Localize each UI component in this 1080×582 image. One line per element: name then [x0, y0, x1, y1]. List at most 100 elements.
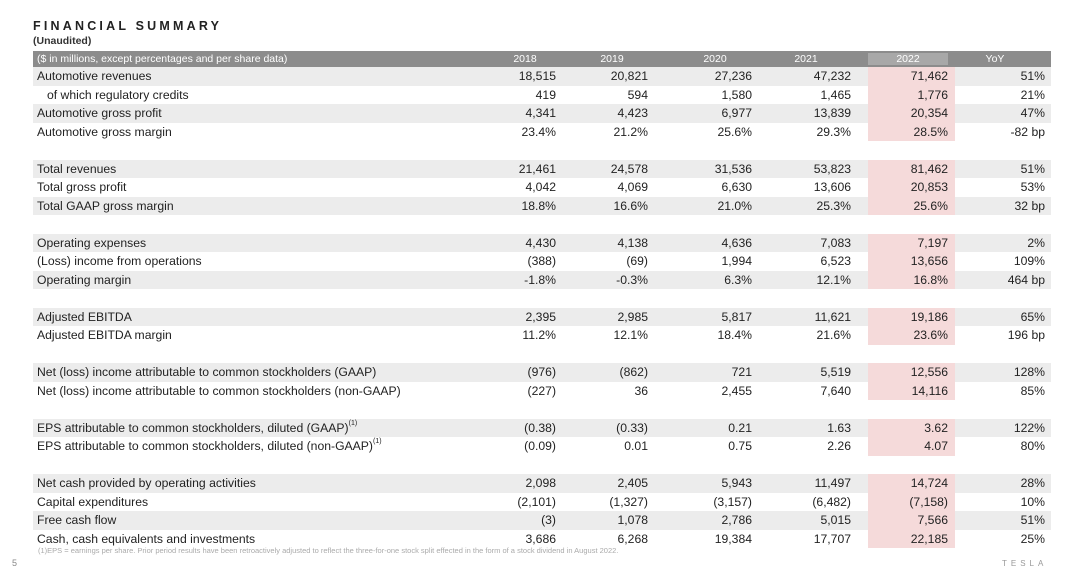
cell-2022: 16.8% — [913, 272, 948, 287]
cell-2019: (69) — [626, 254, 648, 268]
footnote-marker: (1) — [373, 438, 382, 445]
row-label: EPS attributable to common stockholders,… — [37, 420, 357, 435]
row-label: Net (loss) income attributable to common… — [37, 384, 401, 398]
cell-2019: 24,578 — [610, 161, 648, 176]
cell-2018: 419 — [535, 87, 556, 102]
highlight-2022-cell — [868, 159, 955, 178]
table-row: Automotive gross profit 4,341 4,423 6,977 13… — [33, 104, 1051, 123]
group-spacer — [33, 345, 1051, 364]
row-label: Free cash flow — [37, 513, 116, 527]
cell-2018: (227) — [527, 383, 556, 398]
cell-2022: 7,197 — [917, 235, 949, 250]
row-label: Total GAAP gross margin — [37, 199, 174, 213]
cell-2021: 1,465 — [820, 87, 852, 102]
row-label-text: Operating expenses — [37, 235, 147, 250]
cell-2021: 13,839 — [813, 106, 851, 120]
cell-2022: 22,185 — [910, 531, 948, 546]
row-label: Operating expenses — [37, 236, 146, 250]
cell-2018: (0.38) — [524, 420, 556, 435]
highlight-2022-cell — [868, 122, 955, 141]
cell-2018: 11.2% — [522, 328, 556, 342]
highlight-2022-cell — [868, 196, 955, 215]
header-col-2021: 2021 — [794, 53, 818, 65]
cell-2022: 71,462 — [910, 69, 948, 83]
cell-2021: 7,083 — [820, 235, 852, 250]
cell-2019: 20,821 — [610, 69, 648, 83]
cell-2022: 20,853 — [910, 180, 948, 194]
cell-2018: (3) — [541, 513, 556, 527]
row-label-text: Capital expenditures — [37, 494, 149, 509]
row-label: Net (loss) income attributable to common… — [37, 365, 376, 379]
group-spacer — [33, 141, 1051, 160]
cell-2022: 4.07 — [924, 439, 948, 453]
highlight-2022-cell — [868, 85, 955, 104]
group-spacer — [33, 456, 1051, 475]
cell-2021: 29.3% — [816, 124, 851, 139]
page-title: FINANCIAL SUMMARY — [33, 19, 223, 33]
cell-2018: (2,101) — [517, 494, 556, 509]
cell-2021: 6,523 — [820, 254, 852, 268]
cell-2020: 1,994 — [721, 254, 753, 268]
cell-yoy: 109% — [1013, 254, 1045, 268]
cell-2018: -1.8% — [524, 272, 556, 287]
table-body: Automotive revenues 18,515 20,821 27,236 47,… — [33, 67, 1051, 548]
cell-2020: 2,786 — [721, 513, 753, 527]
row-label: Adjusted EBITDA — [37, 310, 132, 324]
cell-yoy: 21% — [1020, 87, 1045, 102]
table-row: Total revenues 21,461 24,578 31,536 53,823 81… — [33, 159, 1051, 178]
footnote: (1)EPS = earnings per share. Prior perio… — [38, 546, 619, 555]
cell-yoy: 65% — [1020, 309, 1045, 324]
row-label: (Loss) income from operations — [37, 254, 202, 268]
table-row: Cash, cash equivalents and investments 3,… — [33, 529, 1051, 548]
cell-yoy: 28% — [1020, 476, 1045, 490]
cell-2022: 14,724 — [910, 476, 948, 490]
highlight-2022-cell — [868, 363, 955, 382]
row-label: EPS attributable to common stockholders,… — [37, 438, 382, 453]
cell-2019: 12.1% — [613, 328, 648, 342]
highlight-2022-cell — [868, 492, 955, 511]
cell-2019: 2,405 — [617, 476, 649, 490]
cell-2020: 1,580 — [721, 87, 753, 102]
cell-yoy: 85% — [1020, 383, 1045, 398]
table-row: Operating expenses 4,430 4,138 4,636 7,083 7,… — [33, 233, 1051, 252]
cell-yoy: 464 bp — [1007, 272, 1045, 287]
row-label-text: EPS attributable to common stockholders,… — [37, 420, 349, 435]
cell-2022: 12,556 — [910, 365, 948, 379]
cell-2020: 25.6% — [717, 124, 752, 139]
group-spacer — [33, 400, 1051, 419]
cell-2018: 4,341 — [525, 106, 557, 120]
cell-2020: 721 — [731, 365, 752, 379]
row-label-text: Cash, cash equivalents and investments — [37, 531, 256, 546]
row-label-text: Total GAAP gross margin — [37, 198, 174, 213]
table-row: Automotive revenues 18,515 20,821 27,236 47,… — [33, 67, 1051, 86]
row-label-text: Free cash flow — [37, 513, 117, 527]
table-row: Total GAAP gross margin 18.8% 16.6% 21.0% 25… — [33, 196, 1051, 215]
cell-2022: 19,186 — [910, 309, 948, 324]
cell-2021: 21.6% — [816, 328, 851, 342]
cell-2019: 4,138 — [617, 235, 649, 250]
financial-summary-table: ($ in millions, except percentages and p… — [33, 51, 1051, 548]
cell-yoy: 80% — [1020, 439, 1045, 453]
cell-2020: 31,536 — [714, 161, 752, 176]
cell-yoy: 10% — [1020, 494, 1045, 509]
table-row: Net cash provided by operating activitie… — [33, 474, 1051, 493]
row-label: Automotive gross profit — [37, 106, 162, 120]
cell-2018: 2,098 — [525, 476, 557, 490]
cell-2022: 25.6% — [913, 198, 948, 213]
row-label-text: Automotive revenues — [37, 69, 152, 83]
header-col-2019: 2019 — [600, 53, 624, 65]
highlight-2022-cell — [868, 418, 955, 437]
row-label-text: Adjusted EBITDA — [37, 309, 132, 324]
highlight-2022-cell — [868, 270, 955, 289]
row-label: Cash, cash equivalents and investments — [37, 532, 255, 546]
cell-yoy: 25% — [1020, 531, 1045, 546]
cell-2018: 23.4% — [521, 124, 556, 139]
cell-2021: 11,621 — [814, 309, 851, 324]
row-label-text: (Loss) income from operations — [37, 254, 202, 268]
highlight-2022-cell — [868, 437, 955, 456]
cell-2019: 36 — [634, 383, 648, 398]
cell-2020: 27,236 — [714, 69, 752, 83]
highlight-2022-cell — [868, 511, 955, 530]
cell-2018: 4,042 — [525, 180, 557, 194]
row-label-text: EPS attributable to common stockholders,… — [37, 439, 373, 453]
